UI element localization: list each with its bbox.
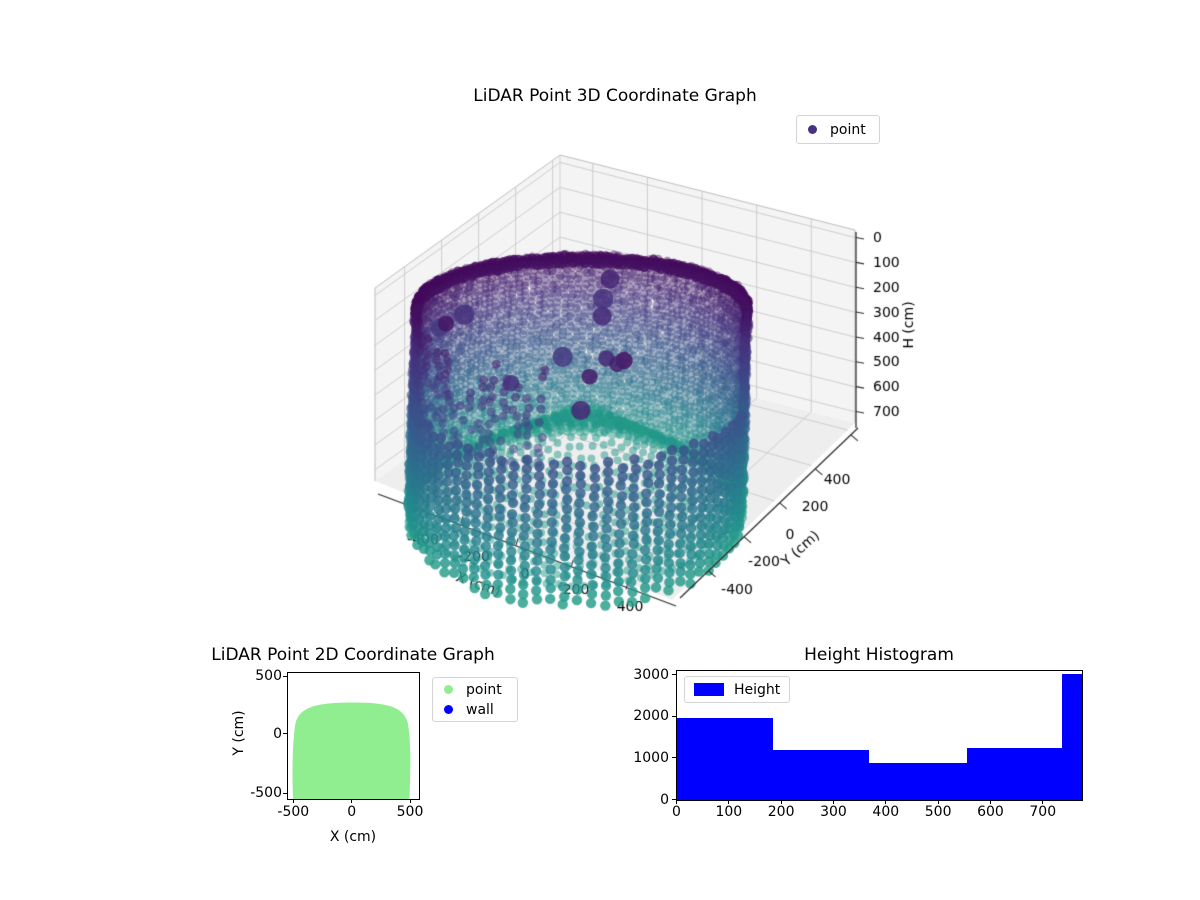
histogram-legend: Height xyxy=(684,676,790,703)
point-marker-icon xyxy=(808,125,817,134)
tick-mark xyxy=(283,675,287,677)
legend-item-height: Height xyxy=(685,680,789,700)
histogram-bar xyxy=(772,750,869,800)
tick-mark xyxy=(728,800,730,804)
tick-label: 0 xyxy=(660,791,669,808)
tick-label: 400 xyxy=(872,804,900,820)
plot2d-ylabel: Y (cm) xyxy=(231,710,247,756)
legend-label: point xyxy=(830,121,866,138)
histogram-bar xyxy=(1062,673,1082,800)
lidar-3d-scatter-plot xyxy=(0,0,1200,640)
tick-label: 500 xyxy=(255,668,282,684)
tick-mark xyxy=(351,799,353,803)
tick-label: -500 xyxy=(250,785,282,801)
histogram-bar xyxy=(967,747,1063,800)
tick-label: 700 xyxy=(1029,804,1057,820)
tick-mark xyxy=(283,792,287,794)
plot2d-title: LiDAR Point 2D Coordinate Graph xyxy=(211,645,495,665)
legend-label: wall xyxy=(466,701,494,718)
tick-mark xyxy=(292,799,294,803)
histogram-bar xyxy=(677,718,773,800)
tick-label: 1000 xyxy=(633,749,669,766)
height-patch-icon xyxy=(694,683,724,696)
point-marker-icon xyxy=(444,685,453,694)
tick-label: 500 xyxy=(396,804,424,820)
tick-mark xyxy=(885,800,887,804)
legend-label: point xyxy=(466,681,502,698)
legend-label: Height xyxy=(734,681,781,698)
histogram-title: Height Histogram xyxy=(804,645,954,665)
tick-mark xyxy=(676,800,677,804)
tick-mark xyxy=(672,799,676,800)
point-region xyxy=(292,702,411,799)
plot3d-title: LiDAR Point 3D Coordinate Graph xyxy=(473,86,757,106)
tick-mark xyxy=(832,800,834,804)
legend-item-point: point xyxy=(797,120,879,140)
tick-label: 100 xyxy=(715,804,743,820)
tick-label: 0 xyxy=(273,725,282,742)
tick-label: 200 xyxy=(767,804,795,820)
tick-mark xyxy=(283,733,287,734)
tick-mark xyxy=(672,715,676,717)
tick-label: 0 xyxy=(347,804,357,820)
tick-mark xyxy=(989,800,991,804)
plot2d-xlabel: X (cm) xyxy=(329,829,377,845)
tick-label: 2000 xyxy=(633,708,669,725)
tick-label: 3000 xyxy=(633,666,669,683)
legend-item-wall: wall xyxy=(433,700,517,720)
lidar-2d-scatter-plot xyxy=(287,672,420,800)
plot3d-legend: point xyxy=(796,115,880,144)
tick-label: 500 xyxy=(924,804,952,820)
tick-label: -500 xyxy=(277,804,310,820)
tick-label: 600 xyxy=(977,804,1004,820)
tick-mark xyxy=(1042,800,1044,804)
tick-mark xyxy=(409,799,411,803)
wall-marker-icon xyxy=(444,705,453,714)
tick-mark xyxy=(937,800,939,804)
histogram-bar xyxy=(868,763,968,800)
tick-label: 300 xyxy=(820,804,847,820)
tick-label: 0 xyxy=(672,804,681,820)
tick-mark xyxy=(672,757,676,759)
plot2d-legend: point wall xyxy=(432,677,518,722)
tick-mark xyxy=(780,800,782,804)
tick-mark xyxy=(672,674,676,676)
legend-item-point: point xyxy=(433,680,517,700)
